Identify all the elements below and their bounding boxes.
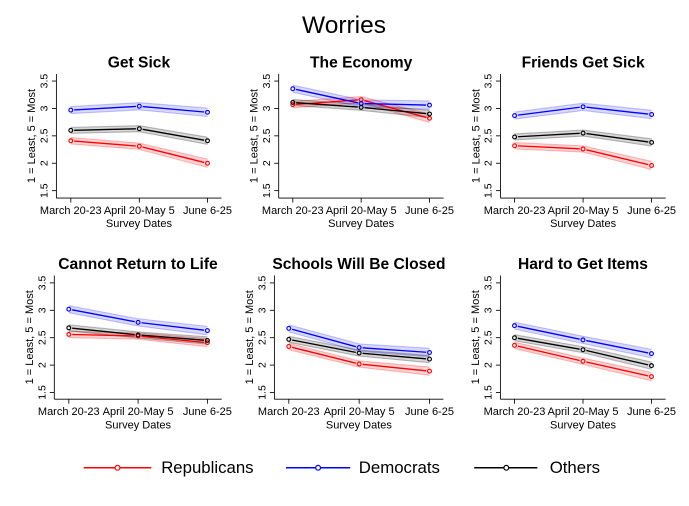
svg-text:2.5: 2.5	[261, 128, 273, 143]
svg-text:3.5: 3.5	[39, 74, 51, 89]
svg-text:1.5: 1.5	[483, 183, 495, 198]
svg-text:3: 3	[257, 307, 269, 313]
svg-text:3.5: 3.5	[483, 74, 495, 89]
svg-text:1.5: 1.5	[261, 183, 273, 198]
svg-text:April 20-May 5: April 20-May 5	[324, 406, 395, 418]
svg-text:March 20-23: March 20-23	[484, 205, 546, 217]
svg-text:Survey Dates: Survey Dates	[326, 419, 393, 431]
svg-text:April 20-May 5: April 20-May 5	[103, 406, 174, 418]
svg-text:April 20-May 5: April 20-May 5	[104, 205, 175, 217]
svg-text:3.5: 3.5	[257, 275, 269, 290]
svg-text:June 6-25: June 6-25	[627, 406, 676, 418]
svg-text:2: 2	[261, 160, 273, 166]
svg-text:2: 2	[39, 160, 51, 166]
svg-text:2.5: 2.5	[39, 128, 51, 143]
svg-text:1.5: 1.5	[257, 385, 269, 400]
svg-text:3: 3	[483, 105, 495, 111]
svg-text:1 = Least, 5 = Most: 1 = Least, 5 = Most	[470, 290, 482, 384]
svg-text:June 6-25: June 6-25	[405, 205, 454, 217]
svg-text:Survey Dates: Survey Dates	[328, 218, 395, 230]
svg-text:2.5: 2.5	[483, 128, 495, 143]
svg-text:April 20-May 5: April 20-May 5	[326, 205, 397, 217]
svg-text:The Economy: The Economy	[310, 55, 413, 72]
svg-text:March 20-23: March 20-23	[258, 406, 320, 418]
svg-text:3: 3	[483, 307, 495, 313]
svg-text:3.5: 3.5	[261, 74, 273, 89]
svg-text:3.5: 3.5	[483, 275, 495, 290]
svg-text:March 20-23: March 20-23	[40, 205, 102, 217]
svg-text:2: 2	[257, 362, 269, 368]
svg-text:March 20-23: March 20-23	[262, 205, 324, 217]
svg-text:Hard to Get Items: Hard to Get Items	[518, 256, 648, 273]
svg-text:2: 2	[37, 362, 49, 368]
svg-text:3: 3	[261, 105, 273, 111]
svg-text:1 = Least, 5 = Most: 1 = Least, 5 = Most	[26, 89, 38, 183]
svg-text:1 = Least, 5 = Most: 1 = Least, 5 = Most	[24, 290, 36, 384]
svg-text:1.5: 1.5	[37, 385, 49, 400]
svg-text:3: 3	[37, 307, 49, 313]
svg-text:March 20-23: March 20-23	[484, 406, 546, 418]
svg-text:April 20-May 5: April 20-May 5	[548, 406, 619, 418]
svg-text:Get Sick: Get Sick	[108, 55, 171, 72]
svg-text:March 20-23: March 20-23	[38, 406, 100, 418]
svg-text:Survey Dates: Survey Dates	[550, 419, 617, 431]
svg-text:Cannot Return to Life: Cannot Return to Life	[58, 256, 218, 273]
svg-text:June 6-25: June 6-25	[627, 205, 676, 217]
svg-text:1 = Least, 5 = Most: 1 = Least, 5 = Most	[249, 89, 261, 183]
svg-text:Friends Get Sick: Friends Get Sick	[522, 55, 645, 72]
svg-text:Worries: Worries	[302, 12, 386, 39]
svg-text:June 6-25: June 6-25	[183, 205, 232, 217]
svg-text:Survey Dates: Survey Dates	[105, 419, 172, 431]
svg-text:2: 2	[483, 362, 495, 368]
svg-text:1.5: 1.5	[483, 385, 495, 400]
svg-text:3.5: 3.5	[37, 275, 49, 290]
svg-text:June 6-25: June 6-25	[183, 406, 232, 418]
svg-text:Survey Dates: Survey Dates	[106, 218, 173, 230]
svg-text:2.5: 2.5	[37, 330, 49, 345]
svg-text:2.5: 2.5	[257, 330, 269, 345]
svg-text:2: 2	[483, 160, 495, 166]
svg-text:3: 3	[39, 105, 51, 111]
svg-text:1.5: 1.5	[39, 183, 51, 198]
svg-text:1 = Least, 5 = Most: 1 = Least, 5 = Most	[470, 89, 482, 183]
svg-text:2.5: 2.5	[483, 330, 495, 345]
svg-text:Survey Dates: Survey Dates	[550, 218, 617, 230]
svg-text:April 20-May 5: April 20-May 5	[548, 205, 619, 217]
svg-text:1 = Least, 5 = Most: 1 = Least, 5 = Most	[244, 290, 256, 384]
svg-text:Schools Will Be Closed: Schools Will Be Closed	[272, 256, 445, 273]
svg-text:June 6-25: June 6-25	[405, 406, 454, 418]
svg-text:Others: Others	[550, 458, 600, 477]
svg-text:Republicans: Republicans	[161, 458, 253, 477]
svg-text:Democrats: Democrats	[359, 458, 440, 477]
